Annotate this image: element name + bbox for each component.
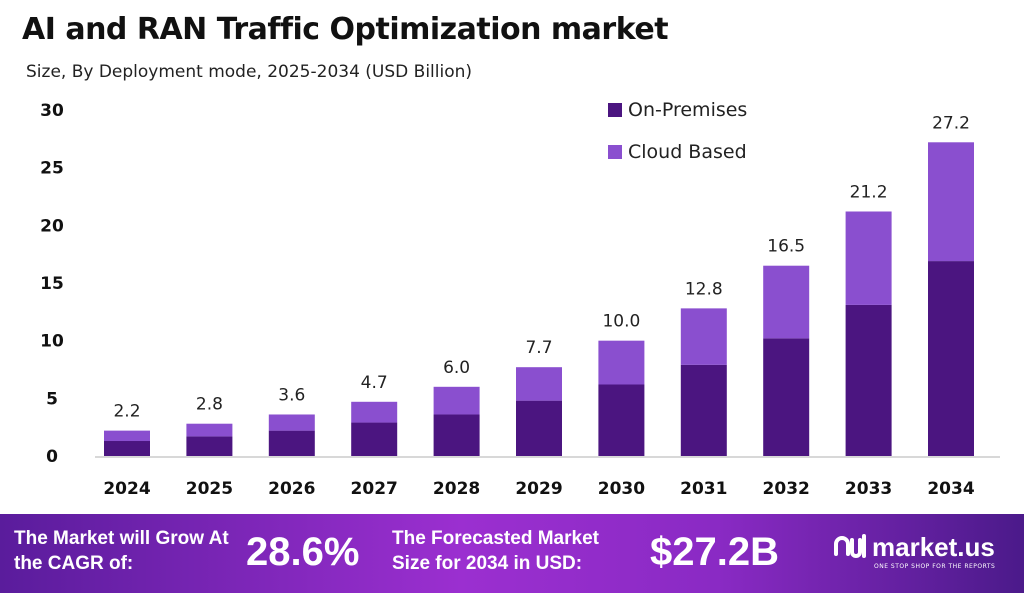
bar-cloud-based [433,386,480,415]
bar-cloud-based [928,142,974,262]
data-label: 3.6 [278,385,305,405]
legend-swatch [608,145,622,159]
x-tick-label: 2031 [680,479,727,499]
x-tick-label: 2026 [268,479,315,499]
chart-subtitle: Size, By Deployment mode, 2025-2034 (USD… [26,62,473,82]
x-tick-label: 2033 [845,479,892,499]
legend-label: Cloud Based [628,141,747,163]
market-us-logo-icon [834,534,866,558]
cagr-label: The Market will Grow At the CAGR of: [14,528,229,574]
legend-swatch [608,103,622,117]
legend-label: On-Premises [628,99,747,121]
chart-title: AI and RAN Traffic Optimization market [22,12,669,47]
cagr-value: 28.6% [246,530,360,574]
y-tick-label: 25 [40,159,64,179]
data-label: 7.7 [525,338,552,358]
data-label: 4.7 [361,373,388,393]
y-tick-label: 15 [40,274,64,294]
brand-name: market.us [872,532,995,562]
data-label: 2.2 [113,402,140,422]
bar-cloud-based [516,367,562,401]
y-tick-label: 0 [46,447,58,467]
stacked-bar-chart: 0510152025302.220242.820253.620264.72027… [40,99,1000,499]
bar-on-premises [928,261,974,456]
data-label: 10.0 [602,312,640,332]
x-tick-label: 2030 [598,479,645,499]
bar-cloud-based [845,211,892,305]
bar-cloud-based [268,414,315,431]
bar-on-premises [268,430,315,456]
bar-on-premises [845,304,892,456]
bar-cloud-based [598,340,645,385]
brand-tagline: ONE STOP SHOP FOR THE REPORTS [874,563,996,570]
bar-on-premises [351,422,398,456]
bar-on-premises [186,436,233,456]
y-tick-label: 10 [40,332,64,352]
x-tick-label: 2029 [515,479,562,499]
summary-banner: The Market will Grow At the CAGR of: 28.… [0,514,1024,593]
x-tick-label: 2024 [103,479,150,499]
data-label: 16.5 [767,237,805,257]
data-label: 21.2 [850,182,888,202]
bar-on-premises [763,338,810,456]
data-label: 12.8 [685,279,723,299]
y-tick-label: 30 [40,101,64,121]
bar-on-premises [433,414,480,456]
x-tick-label: 2028 [433,479,480,499]
data-label: 27.2 [932,113,970,133]
bar-cloud-based [680,308,727,365]
bar-cloud-based [186,423,233,437]
forecast-label: The Forecasted Market Size for 2034 in U… [392,528,599,574]
data-label: 2.8 [196,395,223,415]
bar-on-premises [104,441,150,456]
bar-cloud-based [763,265,810,339]
y-tick-label: 20 [40,216,64,236]
y-tick-label: 5 [46,389,58,409]
bar-on-premises [516,400,562,456]
bar-on-premises [680,364,727,456]
x-tick-label: 2034 [927,479,974,499]
x-tick-label: 2027 [351,479,398,499]
bar-cloud-based [351,401,398,423]
x-tick-label: 2025 [186,479,233,499]
x-tick-label: 2032 [763,479,810,499]
bar-cloud-based [104,430,150,442]
data-label: 6.0 [443,358,470,378]
forecast-value: $27.2B [650,530,779,574]
brand-logo: market.us ONE STOP SHOP FOR THE REPORTS [832,532,995,570]
bar-on-premises [598,384,645,456]
